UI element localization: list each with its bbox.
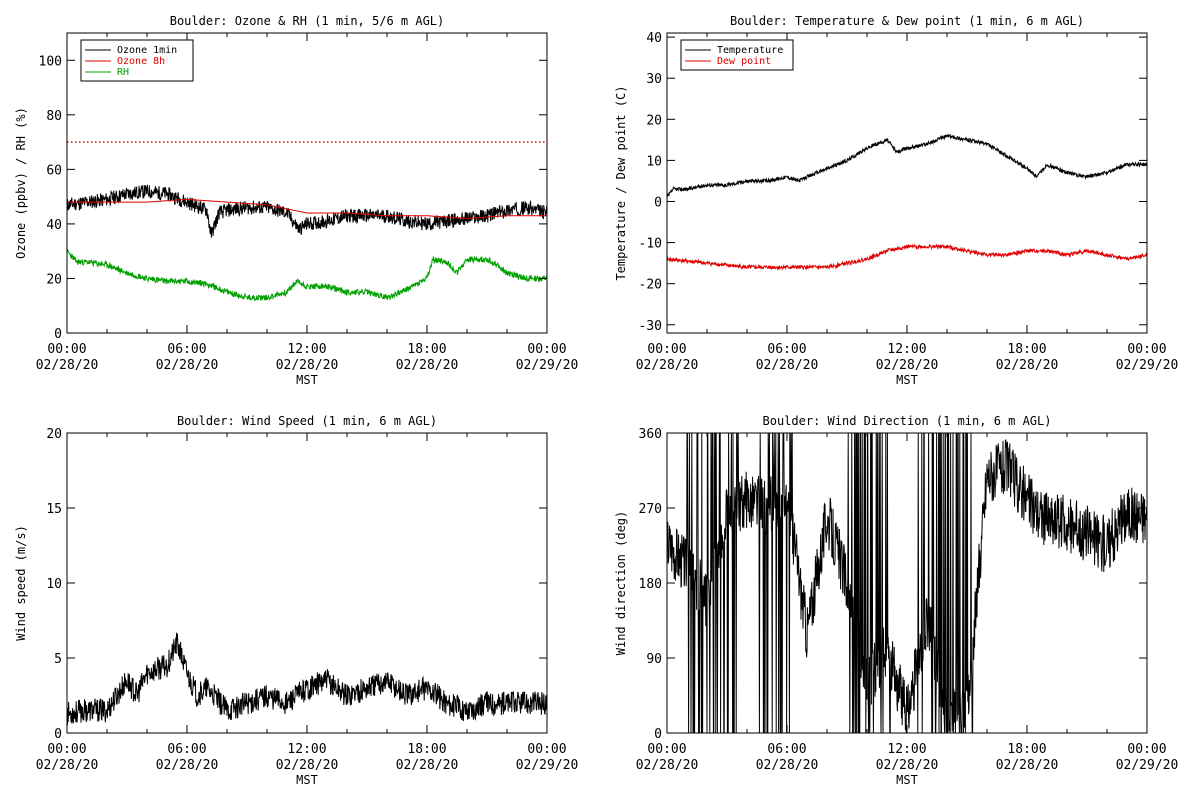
- x-tick-date: 02/28/20: [636, 758, 699, 773]
- series-line-2: [67, 248, 547, 302]
- x-tick-label: 06:00: [167, 342, 206, 357]
- x-tick-label: 00:00: [47, 342, 86, 357]
- y-tick-label: 0: [654, 727, 662, 742]
- x-tick-date: 02/28/20: [36, 758, 99, 773]
- plot-frame: [666, 32, 1148, 334]
- chart-title: Boulder: Wind Speed (1 min, 6 m AGL): [177, 414, 437, 428]
- chart-title: Boulder: Wind Direction (1 min, 6 m AGL): [763, 414, 1052, 428]
- x-tick-date: 02/28/20: [396, 358, 459, 373]
- series-line-1: [667, 243, 1147, 271]
- legend-label: Dew point: [717, 56, 771, 67]
- temperature-dewpoint-chart: Boulder: Temperature & Dew point (1 min,…: [614, 14, 1178, 387]
- y-tick-label: 0: [54, 327, 62, 342]
- legend-label: Ozone 8h: [117, 56, 165, 67]
- y-tick-label: -20: [639, 278, 662, 293]
- y-tick-label: 0: [654, 195, 662, 210]
- x-tick-date: 02/28/20: [996, 358, 1059, 373]
- x-tick-label: 00:00: [1127, 742, 1166, 757]
- x-tick-date: 02/29/20: [516, 358, 579, 373]
- wind-speed-chart: Boulder: Wind Speed (1 min, 6 m AGL) 0 5 10…: [14, 414, 578, 787]
- series-line-0: [67, 184, 547, 238]
- y-tick-label: 15: [46, 502, 62, 517]
- x-tick-label: 12:00: [887, 742, 926, 757]
- x-tick-date: 02/28/20: [36, 358, 99, 373]
- y-tick-label: 40: [46, 218, 62, 233]
- y-tick-label: 40: [646, 31, 662, 46]
- x-tick-date: 02/29/20: [1116, 358, 1179, 373]
- x-tick-label: 06:00: [767, 342, 806, 357]
- legend-box: [680, 39, 794, 71]
- x-tick-date: 02/28/20: [276, 358, 339, 373]
- x-tick-label: 12:00: [287, 342, 326, 357]
- wind-direction-chart: Boulder: Wind Direction (1 min, 6 m AGL)…: [614, 414, 1178, 787]
- y-tick-label: 270: [639, 502, 662, 517]
- legend-label: RH: [117, 67, 129, 78]
- x-tick-date: 02/29/20: [1116, 758, 1179, 773]
- y-tick-label: 20: [46, 272, 62, 287]
- y-axis-label: Ozone (ppbv) / RH (%): [14, 107, 28, 259]
- x-tick-date: 02/28/20: [756, 358, 819, 373]
- y-tick-label: 360: [639, 427, 662, 442]
- x-tick-date: 02/28/20: [276, 758, 339, 773]
- x-tick-date: 02/28/20: [876, 758, 939, 773]
- legend-label: Temperature: [717, 45, 783, 56]
- y-tick-label: 60: [46, 163, 62, 178]
- x-axis-label: MST: [296, 373, 318, 387]
- x-tick-label: 00:00: [527, 742, 566, 757]
- x-tick-date: 02/28/20: [156, 758, 219, 773]
- chart-title: Boulder: Temperature & Dew point (1 min,…: [730, 14, 1084, 28]
- y-tick-label: 10: [46, 577, 62, 592]
- x-tick-label: 00:00: [647, 342, 686, 357]
- x-axis-label: MST: [896, 773, 918, 787]
- legend-label: Ozone 1min: [117, 45, 177, 56]
- x-tick-label: 18:00: [407, 342, 446, 357]
- series-line-0: [667, 133, 1147, 198]
- y-tick-label: 20: [46, 427, 62, 442]
- x-tick-label: 12:00: [287, 742, 326, 757]
- y-tick-label: 90: [646, 652, 662, 667]
- x-tick-label: 18:00: [1007, 742, 1046, 757]
- x-tick-label: 00:00: [47, 742, 86, 757]
- series-line-1: [67, 198, 547, 220]
- y-tick-label: 0: [54, 727, 62, 742]
- x-tick-label: 18:00: [1007, 342, 1046, 357]
- x-tick-date: 02/29/20: [516, 758, 579, 773]
- y-tick-label: 20: [646, 113, 662, 128]
- series-line-0: [67, 632, 547, 726]
- x-tick-label: 18:00: [407, 742, 446, 757]
- x-tick-date: 02/28/20: [756, 758, 819, 773]
- y-axis-label: Temperature / Dew point (C): [614, 85, 628, 280]
- x-axis-label: MST: [296, 773, 318, 787]
- x-tick-date: 02/28/20: [156, 358, 219, 373]
- x-tick-label: 00:00: [1127, 342, 1166, 357]
- x-tick-date: 02/28/20: [396, 758, 459, 773]
- y-tick-label: 5: [54, 652, 62, 667]
- chart-title: Boulder: Ozone & RH (1 min, 5/6 m AGL): [170, 14, 445, 28]
- y-tick-label: 180: [639, 577, 662, 592]
- x-tick-label: 00:00: [647, 742, 686, 757]
- x-tick-date: 02/28/20: [996, 758, 1059, 773]
- x-axis-label: MST: [896, 373, 918, 387]
- ozone-rh-chart: Boulder: Ozone & RH (1 min, 5/6 m AGL)02…: [14, 14, 578, 387]
- x-tick-label: 12:00: [887, 342, 926, 357]
- x-tick-label: 00:00: [527, 342, 566, 357]
- y-axis-label: Wind speed (m/s): [14, 525, 28, 641]
- x-tick-label: 06:00: [767, 742, 806, 757]
- y-tick-label: 100: [39, 54, 62, 69]
- series-line-0: [667, 433, 1147, 733]
- x-tick-date: 02/28/20: [636, 358, 699, 373]
- x-tick-date: 02/28/20: [876, 358, 939, 373]
- y-tick-label: -30: [639, 319, 662, 334]
- y-tick-label: 10: [646, 154, 662, 169]
- x-tick-label: 06:00: [167, 742, 206, 757]
- y-tick-label: -10: [639, 237, 662, 252]
- y-tick-label: 80: [46, 109, 62, 124]
- y-axis-label: Wind direction (deg): [614, 511, 628, 656]
- y-tick-label: 30: [646, 72, 662, 87]
